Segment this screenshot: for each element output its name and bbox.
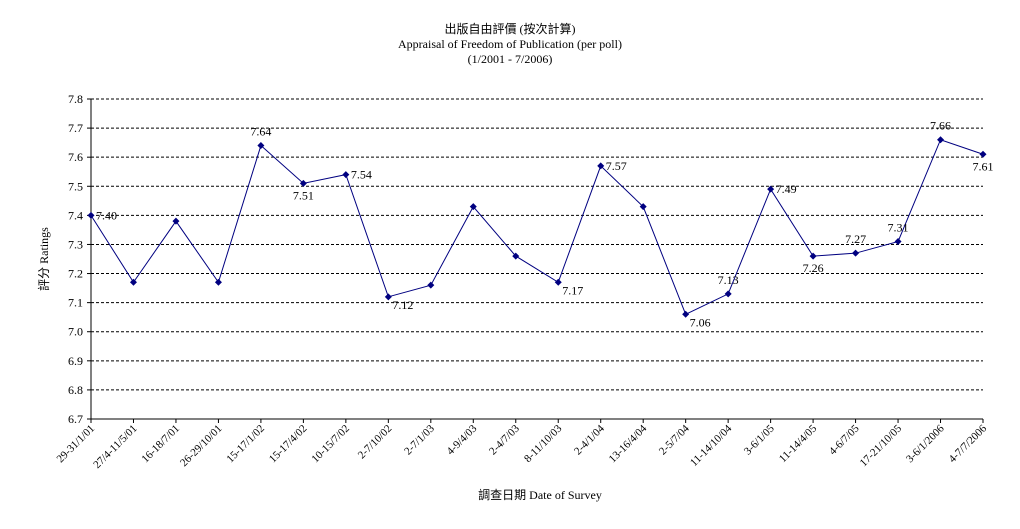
data-point xyxy=(979,150,987,158)
y-tick-label: 7.0 xyxy=(68,325,83,339)
data-label: 7.26 xyxy=(803,261,824,275)
y-tick-label: 7.6 xyxy=(68,150,83,164)
data-label: 7.64 xyxy=(250,125,271,139)
data-label: 7.54 xyxy=(351,168,372,182)
data-label: 7.12 xyxy=(392,298,413,312)
y-tick-label: 7.2 xyxy=(68,267,83,281)
x-tick-label: 13-16/4/04 xyxy=(607,422,650,465)
x-tick-label: 4-6/7/05 xyxy=(827,422,862,457)
data-label: 7.57 xyxy=(606,159,627,173)
x-tick-label: 8-11/10/03 xyxy=(522,422,565,465)
data-point xyxy=(512,252,520,260)
x-tick-label: 2-7/1/03 xyxy=(402,422,437,457)
chart-subtitle: Appraisal of Freedom of Publication (per… xyxy=(398,37,622,51)
x-tick-label: 2-7/10/02 xyxy=(356,423,395,462)
x-tick-label: 2-4/1/04 xyxy=(572,422,607,457)
data-point xyxy=(894,238,902,246)
y-tick-label: 7.4 xyxy=(68,208,83,222)
data-label: 7.17 xyxy=(562,283,583,297)
x-tick-label: 16-18/7/01 xyxy=(139,423,182,466)
chart-title: 出版自由評價 (按次計算) xyxy=(444,22,576,36)
y-tick-label: 7.3 xyxy=(68,237,83,251)
x-tick-label: 11-14/4/05 xyxy=(777,422,820,465)
data-point xyxy=(554,278,562,286)
x-tick-label: 4-9/4/03 xyxy=(445,422,480,457)
x-tick-label: 15-17/4/02 xyxy=(267,423,310,466)
data-label: 7.27 xyxy=(845,232,866,246)
x-tick-label: 27/4-11/5/01 xyxy=(91,423,139,471)
x-tick-label: 26-29/10/01 xyxy=(178,423,225,470)
data-point xyxy=(639,203,647,211)
y-tick-label: 7.1 xyxy=(68,296,83,310)
data-point xyxy=(299,179,307,187)
data-label: 7.31 xyxy=(888,221,909,235)
data-label: 7.61 xyxy=(973,159,994,173)
data-point xyxy=(427,281,435,289)
y-tick-label: 7.5 xyxy=(68,179,83,193)
x-tick-label: 3-6/1/05 xyxy=(742,422,777,457)
x-tick-label: 2-4/7/03 xyxy=(487,422,522,457)
y-tick-label: 6.7 xyxy=(68,412,83,426)
data-point xyxy=(937,136,945,144)
data-point xyxy=(597,162,605,170)
x-tick-label: 15-17/1/02 xyxy=(224,423,267,466)
data-label: 7.06 xyxy=(690,315,711,329)
data-point xyxy=(214,278,222,286)
x-tick-label: 17-21/10/05 xyxy=(858,422,905,469)
data-label: 7.13 xyxy=(718,273,739,287)
data-point xyxy=(724,290,732,298)
data-point xyxy=(342,171,350,179)
data-label: 7.66 xyxy=(930,119,951,133)
data-point xyxy=(384,293,392,301)
data-point xyxy=(852,249,860,257)
chart-date-range: (1/2001 - 7/2006) xyxy=(467,52,553,66)
data-label: 7.40 xyxy=(96,208,117,222)
data-point xyxy=(172,217,180,225)
data-point xyxy=(87,211,95,219)
x-tick-label: 10-15/7/02 xyxy=(309,423,352,466)
data-point xyxy=(809,252,817,260)
data-point xyxy=(682,310,690,318)
y-tick-label: 7.8 xyxy=(68,92,83,106)
x-axis-title: 調查日期 Date of Survey xyxy=(478,488,602,502)
data-point xyxy=(469,203,477,211)
x-tick-label: 3-6/1/2006 xyxy=(904,422,947,465)
data-point xyxy=(257,142,265,150)
x-tick-label: 4-7/7/2006 xyxy=(946,422,989,465)
data-label: 7.51 xyxy=(293,188,314,202)
y-axis-title: 評分 Ratings xyxy=(36,227,51,291)
data-label: 7.49 xyxy=(776,182,797,196)
y-tick-label: 6.8 xyxy=(68,383,83,397)
x-tick-label: 2-5/7/04 xyxy=(657,422,692,457)
y-tick-label: 6.9 xyxy=(68,354,83,368)
x-tick-label: 29-31/1/01 xyxy=(54,423,97,466)
x-tick-label: 11-14/10/04 xyxy=(688,422,735,469)
data-point xyxy=(767,185,775,193)
data-point xyxy=(129,278,137,286)
series-line xyxy=(90,139,984,315)
y-tick-label: 7.7 xyxy=(68,121,83,135)
